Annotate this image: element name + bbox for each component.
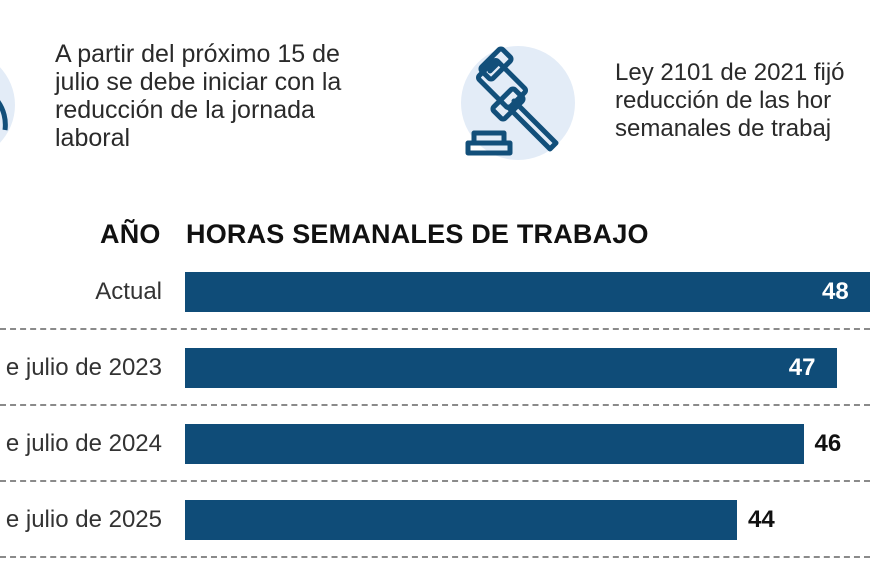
category-header: AÑO: [100, 219, 161, 249]
row-divider: [0, 480, 870, 482]
value-label: 44: [748, 506, 775, 533]
gavel-icon: [461, 46, 575, 160]
intro-line: reducción de la jornada: [55, 96, 315, 124]
category-label: e julio de 2025: [5, 506, 162, 533]
intro-line: reducción de las hor: [615, 87, 832, 114]
row-divider: [0, 328, 870, 330]
category-label: e julio de 2024: [5, 430, 162, 457]
bar: [185, 348, 837, 388]
intro-line: laboral: [55, 124, 131, 152]
intro-line: semanales de trabaj: [615, 115, 832, 142]
intro-right-text: Ley 2101 de 2021 fijó reducción de las h…: [615, 59, 845, 143]
bar: [185, 272, 870, 312]
intro-line: Ley 2101 de 2021 fijó: [615, 59, 845, 86]
value-label: 47: [788, 354, 816, 381]
value-label: 46: [814, 430, 842, 457]
intro-left-text: A partir del próximo 15 de julio se debe…: [55, 40, 341, 152]
intro-line: julio se debe iniciar con la: [55, 68, 342, 96]
row-divider: [0, 404, 870, 406]
bar: [185, 424, 804, 464]
value-header: HORAS SEMANALES DE TRABAJO: [186, 219, 649, 249]
category-label: e julio de 2023: [5, 354, 162, 381]
value-label: 48: [822, 278, 849, 305]
category-label: Actual: [95, 278, 162, 305]
clock-icon: [0, 67, 15, 143]
bar: [185, 500, 737, 540]
row-divider: [0, 556, 870, 558]
intro-line: A partir del próximo 15 de: [55, 40, 340, 68]
